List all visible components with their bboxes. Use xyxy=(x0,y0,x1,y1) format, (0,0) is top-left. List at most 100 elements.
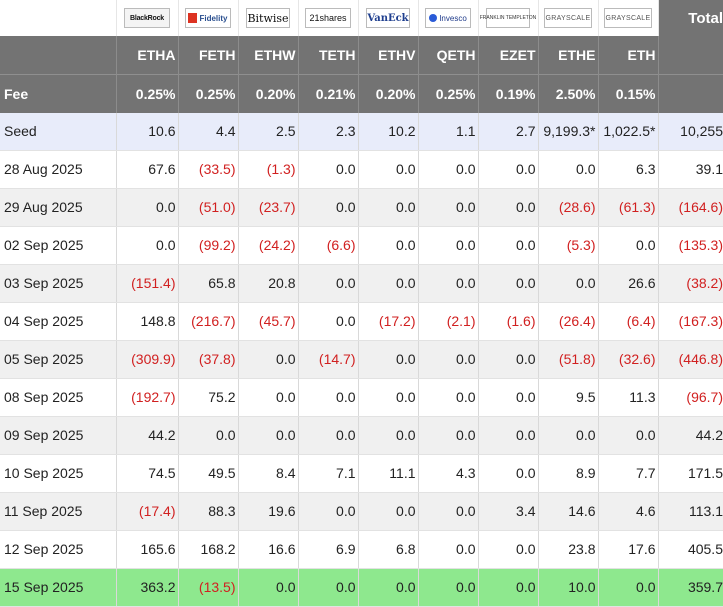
flow-cell: (6.4) xyxy=(598,302,659,341)
franklin-logo: FRANKLIN TEMPLETON xyxy=(480,8,536,28)
flow-cell: 0.0 xyxy=(358,226,419,265)
ticker-header: ETH xyxy=(598,36,659,74)
flow-cell: (51.0) xyxy=(178,188,239,227)
flow-cell: 0.0 xyxy=(298,302,359,341)
flow-cell: 20.8 xyxy=(238,264,299,303)
flow-cell: 88.3 xyxy=(178,492,239,531)
flow-cell: (24.2) xyxy=(238,226,299,265)
flow-cell: (192.7) xyxy=(116,378,179,417)
flow-cell: 0.0 xyxy=(478,568,539,607)
flow-cell: 0.0 xyxy=(178,416,239,455)
table-row: 29 Aug 2025 0.0 (51.0) (23.7) 0.0 0.0 0.0 0.0 (2… xyxy=(0,188,723,227)
flow-cell: 10.0 xyxy=(538,568,599,607)
fee-label: Fee xyxy=(0,73,117,113)
flow-cell: 363.2 xyxy=(116,568,179,607)
flow-cell: 8.4 xyxy=(238,454,299,493)
ticker-header: ETHA xyxy=(116,36,179,74)
seed-cell: 2.7 xyxy=(478,113,539,151)
flow-cell: 0.0 xyxy=(358,416,419,455)
flow-cell: 0.0 xyxy=(238,340,299,379)
flow-cell: 0.0 xyxy=(478,378,539,417)
seed-cell: 4.4 xyxy=(178,113,239,151)
flow-cell: 0.0 xyxy=(478,226,539,265)
total-cell: (167.3) xyxy=(658,302,723,341)
flow-cell: 49.5 xyxy=(178,454,239,493)
flow-cell: 0.0 xyxy=(298,416,359,455)
total-cell: (135.3) xyxy=(658,226,723,265)
date-cell: 28 Aug 2025 xyxy=(0,150,117,189)
date-cell: 05 Sep 2025 xyxy=(0,340,117,379)
flow-cell: 0.0 xyxy=(418,264,479,303)
fee-cell: 0.21% xyxy=(298,73,359,113)
grayscale-mini-logo: GRAYSCALE xyxy=(604,8,652,28)
issuer-logo-row: BlackRock Fidelity Bitwise 21shares VanE… xyxy=(0,0,723,36)
flow-cell: 0.0 xyxy=(358,188,419,227)
corner-cell xyxy=(0,0,117,36)
flow-cell: 0.0 xyxy=(478,264,539,303)
ticker-header: FETH xyxy=(178,36,239,74)
flow-cell: (32.6) xyxy=(598,340,659,379)
seed-cell: 10.6 xyxy=(116,113,179,151)
flow-cell: 19.6 xyxy=(238,492,299,531)
flow-cell: (45.7) xyxy=(238,302,299,341)
date-cell: 08 Sep 2025 xyxy=(0,378,117,417)
flow-cell: 0.0 xyxy=(538,264,599,303)
fee-row: Fee 0.25% 0.25% 0.20% 0.21% 0.20% 0.25% 0.19% 2.… xyxy=(0,73,723,113)
flow-cell: 0.0 xyxy=(418,188,479,227)
flow-cell: 9.5 xyxy=(538,378,599,417)
fee-cell: 0.19% xyxy=(478,73,539,113)
flow-cell: 0.0 xyxy=(538,416,599,455)
fee-cell: 2.50% xyxy=(538,73,599,113)
seed-cell: 2.5 xyxy=(238,113,299,151)
flow-cell: 0.0 xyxy=(238,416,299,455)
fidelity-logo: Fidelity xyxy=(185,8,231,28)
total-cell: (446.8) xyxy=(658,340,723,379)
table-row: 08 Sep 2025 (192.7) 75.2 0.0 0.0 0.0 0.0 0.0 9.5… xyxy=(0,378,723,417)
total-cell: 405.5 xyxy=(658,530,723,569)
table-row: 09 Sep 2025 44.2 0.0 0.0 0.0 0.0 0.0 0.0 0.0 0.0 4… xyxy=(0,416,723,455)
date-cell: 03 Sep 2025 xyxy=(0,264,117,303)
date-cell: 10 Sep 2025 xyxy=(0,454,117,493)
flow-cell: (309.9) xyxy=(116,340,179,379)
flow-cell: 0.0 xyxy=(116,226,179,265)
seed-cell: 1,022.5* xyxy=(598,113,659,151)
flow-cell: 0.0 xyxy=(238,568,299,607)
flow-cell: 0.0 xyxy=(478,340,539,379)
flow-cell: 65.8 xyxy=(178,264,239,303)
flow-cell: 7.7 xyxy=(598,454,659,493)
ticker-header: ETHV xyxy=(358,36,419,74)
flow-cell: 44.2 xyxy=(116,416,179,455)
flow-cell: 26.6 xyxy=(598,264,659,303)
flow-cell: 17.6 xyxy=(598,530,659,569)
date-cell: 11 Sep 2025 xyxy=(0,492,117,531)
flow-cell: (28.6) xyxy=(538,188,599,227)
flow-cell: 0.0 xyxy=(358,150,419,189)
fee-cell: 0.25% xyxy=(178,73,239,113)
flow-cell: 3.4 xyxy=(478,492,539,531)
flow-cell: 0.0 xyxy=(358,378,419,417)
seed-row: Seed 10.6 4.4 2.5 2.3 10.2 1.1 2.7 9,199.3* 1,022… xyxy=(0,113,723,151)
flow-cell: 75.2 xyxy=(178,378,239,417)
flow-cell: (6.6) xyxy=(298,226,359,265)
flow-cell: 7.1 xyxy=(298,454,359,493)
ticker-corner-cell xyxy=(0,36,117,74)
table-row: 15 Sep 2025 363.2 (13.5) 0.0 0.0 0.0 0.0 0.0 10.… xyxy=(0,568,723,607)
bitwise-logo: Bitwise xyxy=(246,8,290,28)
date-cell: 02 Sep 2025 xyxy=(0,226,117,265)
flow-cell: 0.0 xyxy=(418,530,479,569)
flow-cell: 4.6 xyxy=(598,492,659,531)
flow-cell: 0.0 xyxy=(418,492,479,531)
table-row: 04 Sep 2025 148.8 (216.7) (45.7) 0.0 (17.2) (2… xyxy=(0,302,723,341)
flow-cell: 0.0 xyxy=(298,188,359,227)
21shares-logo: 21shares xyxy=(305,8,351,28)
seed-cell: 1.1 xyxy=(418,113,479,151)
flow-cell: (216.7) xyxy=(178,302,239,341)
flow-cell: 67.6 xyxy=(116,150,179,189)
flow-cell: 6.9 xyxy=(298,530,359,569)
fidelity-mark-icon xyxy=(188,13,198,23)
flow-cell: 6.8 xyxy=(358,530,419,569)
ticker-header: QETH xyxy=(418,36,479,74)
flow-cell: 0.0 xyxy=(298,378,359,417)
date-cell: 15 Sep 2025 xyxy=(0,568,117,607)
flow-cell: 14.6 xyxy=(538,492,599,531)
